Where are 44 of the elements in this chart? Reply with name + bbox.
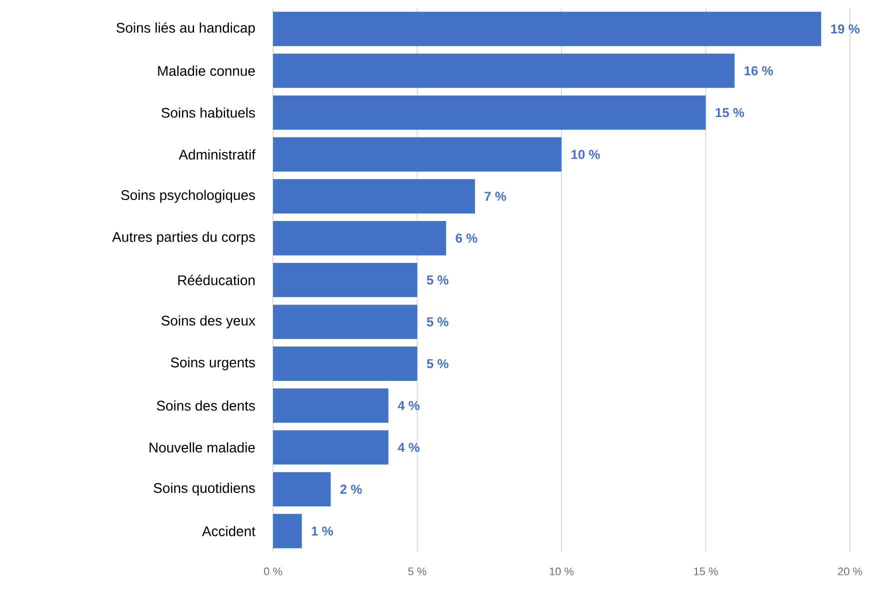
data-label: 15 %	[716, 108, 744, 118]
x-tick-label: 0 %	[264, 568, 282, 576]
bar	[273, 54, 735, 88]
data-label: 2 %	[340, 484, 362, 494]
data-label: 16 %	[744, 66, 773, 76]
x-tick-label: 15 %	[694, 568, 718, 576]
data-label: 4 %	[398, 442, 420, 452]
bar	[273, 514, 302, 548]
y-tick-label: Administratif	[178, 149, 256, 160]
data-label: 10 %	[572, 150, 600, 160]
y-tick-label: Soins psychologiques	[121, 190, 255, 203]
bar	[273, 346, 418, 381]
bar	[273, 12, 822, 46]
y-tick-label: Soins liés au handicap	[116, 22, 255, 36]
y-tick-label: Soins des yeux	[162, 315, 256, 328]
data-label: 5 %	[426, 275, 448, 285]
bar	[273, 472, 331, 506]
bar	[273, 430, 388, 465]
x-tick-label: 5 %	[408, 568, 426, 576]
data-label: 1 %	[312, 526, 334, 536]
data-label: 5 %	[426, 317, 448, 326]
y-tick-label: Soins habituels	[162, 107, 255, 118]
y-tick-label: Accident	[202, 526, 256, 536]
y-tick-label: Nouvelle maladie	[150, 442, 255, 453]
y-tick-label: Rééducation	[178, 274, 255, 286]
data-label: 19 %	[831, 24, 860, 34]
y-tick-label: Soins quotidiens	[154, 482, 255, 496]
y-tick-label: Soins des dents	[156, 400, 255, 411]
data-label: 5 %	[426, 359, 448, 368]
bar	[273, 262, 418, 298]
data-label: 6 %	[456, 234, 478, 243]
x-tick-label: 10 %	[550, 568, 574, 576]
bar	[273, 95, 706, 130]
y-tick-label: Maladie connue	[158, 66, 255, 76]
bar	[273, 388, 388, 423]
data-label: 7 %	[484, 192, 506, 201]
bar	[273, 304, 418, 340]
x-tick-label: 20 %	[838, 568, 862, 576]
data-label: 4 %	[398, 400, 420, 410]
bar	[273, 221, 446, 256]
bar	[273, 179, 475, 214]
bar	[273, 137, 562, 172]
y-tick-label: Autres parties du corps	[112, 232, 255, 245]
y-tick-label: Soins urgents	[170, 357, 255, 370]
